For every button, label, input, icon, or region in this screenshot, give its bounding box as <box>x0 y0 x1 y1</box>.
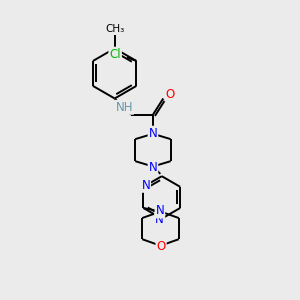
Text: NH: NH <box>116 101 133 114</box>
Text: O: O <box>165 88 174 100</box>
Text: N: N <box>155 213 164 226</box>
Text: O: O <box>157 240 166 253</box>
Text: N: N <box>148 160 157 174</box>
Text: Cl: Cl <box>109 48 121 61</box>
Text: CH₃: CH₃ <box>105 24 124 34</box>
Text: N: N <box>141 179 150 192</box>
Text: N: N <box>155 204 164 218</box>
Text: N: N <box>148 127 157 140</box>
